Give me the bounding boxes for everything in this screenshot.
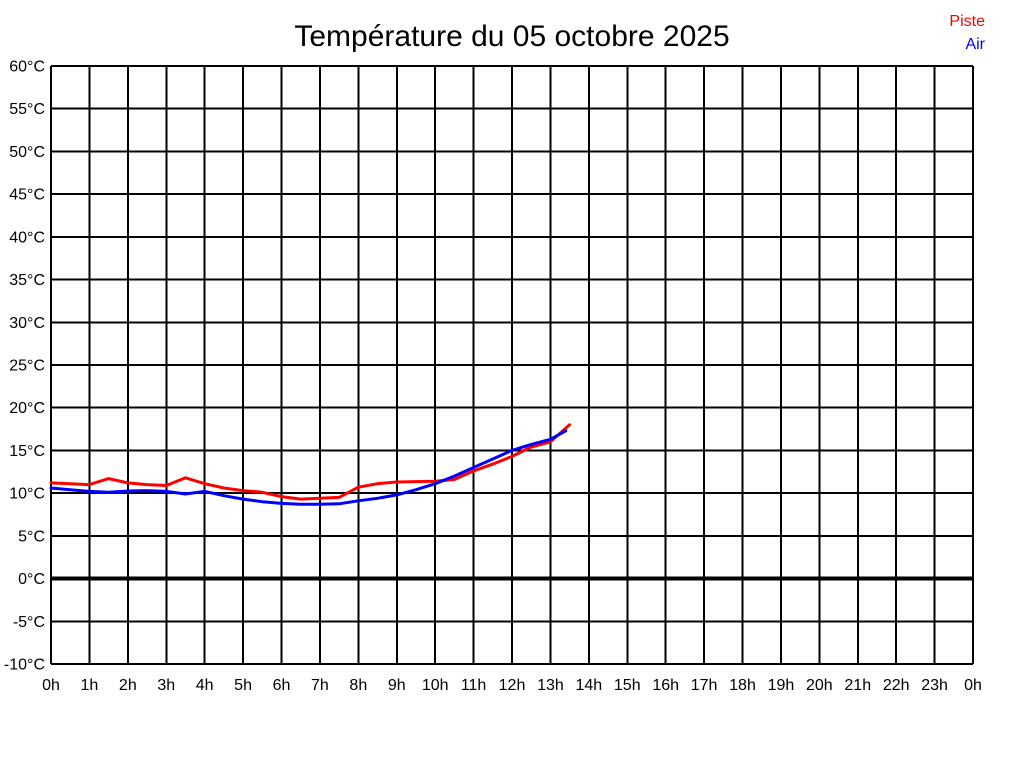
x-axis-labels: 0h 1h 2h 3h 4h 5h 6h 7h 8h 9h 10h 11h 12h 13h 14h 15h 16… <box>42 677 982 694</box>
y-tick-label: 5°C <box>18 528 45 545</box>
x-tick-label: 5h <box>234 677 252 694</box>
y-tick-label: 20°C <box>9 400 45 417</box>
y-tick-label: 15°C <box>9 443 45 460</box>
x-tick-label: 4h <box>196 677 214 694</box>
legend-item-piste: Piste <box>949 13 985 30</box>
x-tick-label: 8h <box>349 677 367 694</box>
y-tick-label: 25°C <box>9 358 45 375</box>
x-tick-label: 3h <box>157 677 175 694</box>
x-tick-label: 11h <box>461 677 487 694</box>
x-tick-label: 22h <box>883 677 910 694</box>
x-tick-label: 23h <box>921 677 948 694</box>
y-tick-label: 45°C <box>9 187 45 204</box>
x-tick-label: 20h <box>806 677 833 694</box>
x-tick-label: 16h <box>652 677 679 694</box>
x-tick-label: 1h <box>81 677 99 694</box>
y-tick-label: 50°C <box>9 144 45 161</box>
y-tick-label: 10°C <box>9 486 45 503</box>
x-tick-label: 21h <box>844 677 871 694</box>
y-tick-label: 40°C <box>9 229 45 246</box>
x-tick-label: 15h <box>614 677 641 694</box>
legend-item-air: Air <box>965 36 985 53</box>
series-line-air <box>49 429 568 506</box>
y-tick-label: -5°C <box>13 614 45 631</box>
x-tick-label: 18h <box>729 677 756 694</box>
x-tick-label: 6h <box>273 677 291 694</box>
y-tick-label: 60°C <box>9 59 45 76</box>
y-tick-label: 55°C <box>9 101 45 118</box>
x-tick-label: 12h <box>499 677 526 694</box>
y-tick-label: 0°C <box>18 571 45 588</box>
x-tick-label: 2h <box>119 677 137 694</box>
x-tick-label: 9h <box>388 677 406 694</box>
y-tick-label: 30°C <box>9 315 45 332</box>
y-tick-label: -10°C <box>4 657 45 674</box>
y-tick-label: 35°C <box>9 272 45 289</box>
x-tick-label: 0h <box>964 677 982 694</box>
x-tick-label: 13h <box>537 677 564 694</box>
y-axis-labels: -10°C -5°C 0°C 5°C 10°C 15°C 20°C 25°C 30°C 35°C 4… <box>4 59 45 674</box>
chart-legend: Piste Air <box>949 10 985 56</box>
x-tick-label: 17h <box>691 677 718 694</box>
x-tick-label: 7h <box>311 677 329 694</box>
x-tick-label: 19h <box>768 677 795 694</box>
grid <box>50 65 974 665</box>
chart-title: Température du 05 octobre 2025 <box>294 20 730 53</box>
x-tick-label: 10h <box>422 677 449 694</box>
x-tick-label: 0h <box>42 677 60 694</box>
x-tick-label: 14h <box>575 677 602 694</box>
series-line-piste <box>49 423 572 501</box>
